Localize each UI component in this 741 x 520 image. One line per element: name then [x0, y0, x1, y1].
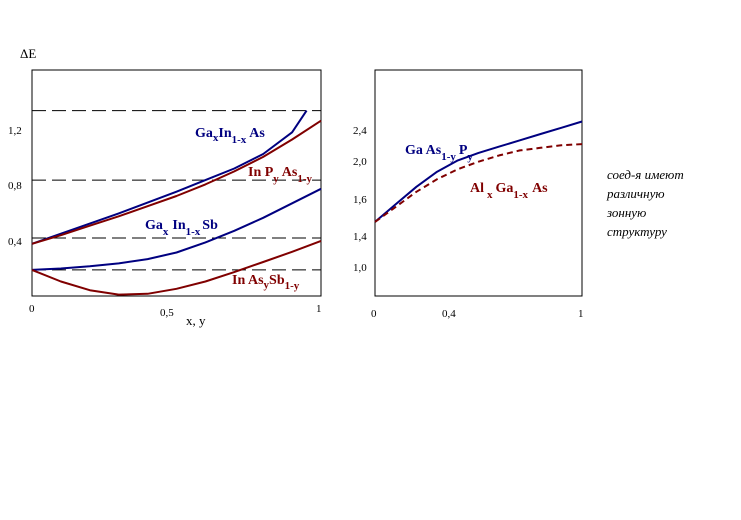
left-y-axis-label: ΔE: [20, 46, 36, 61]
left-series-inpyas1-y: [31, 119, 322, 245]
left-x-axis-label: x, y: [186, 313, 206, 328]
note-line-4: структуру: [607, 224, 667, 239]
right-series-group: [374, 120, 583, 223]
right-y-tick-1-0: 1,0: [353, 262, 367, 274]
right-y-tick-1-6: 1,6: [353, 194, 367, 206]
left-y-tick-0-4: 0,4: [8, 236, 22, 248]
left-plot-frame: [31, 69, 322, 297]
left-x-tick-1: 1: [316, 303, 322, 315]
left-x-tick-0-5: 0,5: [160, 307, 174, 319]
left-x-tick-0: 0: [29, 303, 35, 315]
left-series-gaxin1-xas: [31, 110, 308, 245]
left-y-tick-1-2: 1,2: [8, 125, 22, 137]
left-series-gaxin1-xsb: [31, 187, 322, 271]
right-plot-frame: [374, 69, 583, 297]
label-inassb: In AsySb1-y: [232, 273, 300, 292]
note-line-1: соед-я имеют: [607, 167, 684, 182]
note-line-2: различную: [606, 186, 665, 201]
label-algaas: Al x Ga1-x As: [470, 181, 548, 201]
right-y-tick-1-4: 1,4: [353, 231, 367, 243]
label-inpas: In Py As1-y: [248, 165, 313, 185]
left-y-tick-0-8: 0,8: [8, 180, 22, 192]
left-series-group: [31, 110, 322, 296]
right-y-tick-2-0: 2,0: [353, 156, 367, 168]
right-x-tick-1: 1: [578, 308, 584, 320]
note-line-3: зонную: [606, 205, 646, 220]
label-gaasp: Ga As1-y Py: [405, 143, 473, 163]
label-gainsb: Gax In1-x Sb: [145, 218, 218, 238]
label-gainas: GaxIn1-x As: [195, 126, 265, 146]
right-series-gaas1-ypy: [374, 120, 583, 223]
left-series-inasysb1-y: [31, 239, 322, 296]
right-x-tick-0-4: 0,4: [442, 308, 456, 320]
right-series-alxga1-xas: [374, 143, 583, 223]
reference-lines: [32, 110, 321, 271]
right-y-tick-2-4: 2,4: [353, 125, 367, 137]
right-chart: 2,4 2,0 1,6 1,4 1,0 0 0,4 1 Ga As1-y Py A…: [353, 69, 584, 320]
side-note: соед-я имеют различную зонную структуру: [606, 167, 684, 239]
left-chart: ΔE 1,2 0,8 0,4 0 0,5 1 x, y GaxIn1-x As I…: [8, 46, 322, 328]
right-x-tick-0: 0: [371, 308, 377, 320]
